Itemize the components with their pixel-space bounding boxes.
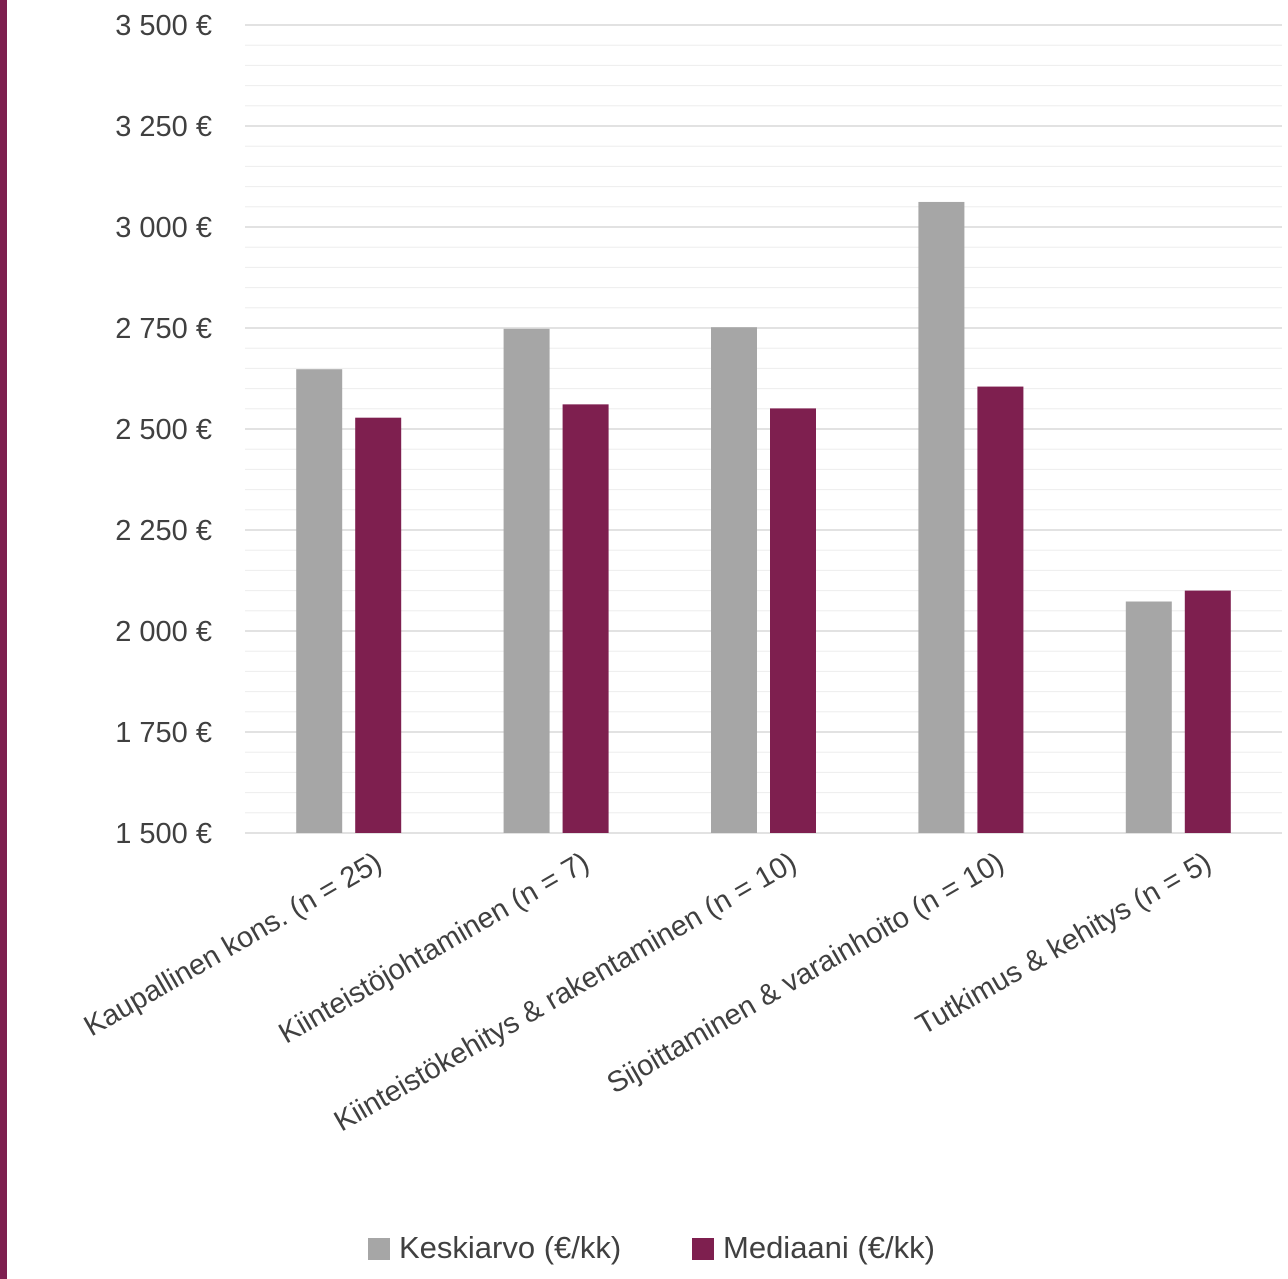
y-tick-label: 2 000 € [115, 616, 212, 648]
left-accent-bar [0, 0, 7, 1279]
bar-mediaani [770, 408, 816, 833]
bar-keskiarvo [296, 369, 343, 833]
major-gridlines [245, 24, 1282, 834]
bar-mediaani [562, 404, 609, 833]
legend-label: Mediaani (€/kk) [723, 1230, 935, 1265]
y-tick-label: 2 750 € [115, 313, 212, 345]
y-tick-label: 1 750 € [115, 717, 212, 749]
y-tick-label: 3 500 € [115, 10, 212, 42]
y-tick-label: 1 500 € [115, 818, 212, 850]
y-tick-label: 3 000 € [115, 212, 212, 244]
y-tick-label: 2 250 € [115, 515, 212, 547]
bar-keskiarvo [503, 328, 550, 833]
legend-swatch [692, 1238, 714, 1260]
category-label: Sijoittaminen & varainhoito (n = 10) [602, 846, 1010, 1100]
y-axis-tick-labels: 1 500 € 1 750 € 2 000 € 2 250 € 2 500 € 2 750… [115, 10, 212, 850]
bars [296, 201, 1231, 833]
legend-label: Keskiarvo (€/kk) [399, 1230, 621, 1265]
bar-mediaani [355, 417, 402, 833]
legend-swatch [368, 1238, 390, 1260]
y-tick-label: 2 500 € [115, 414, 212, 446]
minor-gridlines [245, 44, 1282, 814]
bar-keskiarvo [1125, 601, 1172, 833]
bar-mediaani [1184, 590, 1231, 833]
bar-mediaani [977, 386, 1024, 833]
category-labels: Kaupallinen kons. (n = 25)Kiinteistöjoht… [79, 846, 1217, 1138]
y-tick-label: 3 250 € [115, 111, 212, 143]
bar-keskiarvo [918, 201, 965, 833]
legend: Keskiarvo (€/kk) Mediaani (€/kk) [368, 1230, 935, 1265]
bar-keskiarvo [711, 327, 757, 833]
